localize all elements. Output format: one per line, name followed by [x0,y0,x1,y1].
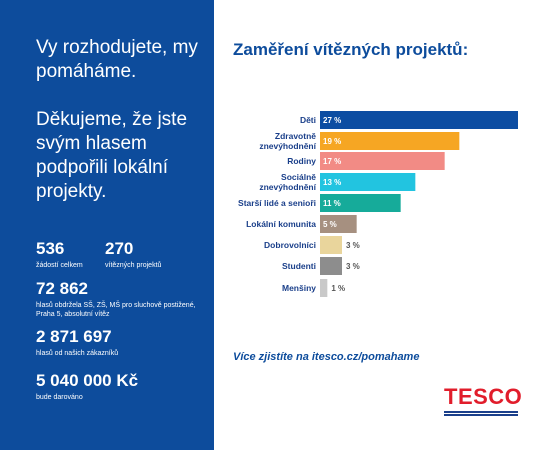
value-label: 13 % [323,178,341,187]
category-label: Zdravotně znevýhodnění [259,131,316,151]
category-label: Děti [299,115,316,125]
value-label: 3 % [346,262,360,271]
value-label: 19 % [323,137,341,146]
logo-stripe [444,411,518,413]
logo: TESCO [444,384,523,416]
category-label: Rodiny [287,156,316,166]
value-label: 5 % [323,220,337,229]
stat-number: 2 871 697 [36,327,112,346]
stat-caption: hlasů obdržela SŠ, ZŠ, MŠ pro sluchově p… [36,302,196,318]
logo-text: TESCO [444,384,523,409]
chart-title: Zaměření vítězných projektů: [233,40,469,59]
value-label: 17 % [323,157,341,166]
value-label: 1 % [331,284,345,293]
stat-caption: žádostí celkem [36,262,83,269]
bar [320,194,401,212]
bar [320,279,328,297]
stat-number: 72 862 [36,279,88,298]
thanks: Děkujeme, že jste svým hlasem podpořili … [36,109,188,202]
logo-stripe [444,414,518,416]
left-panel: Vy rozhodujete, my pomáháme. Děkujeme, ž… [0,0,214,450]
stat-caption: hlasů od našich zákazníků [36,350,119,357]
category-label: Starší lidé a senioři [238,198,316,208]
category-label: Lokální komunita [246,219,316,229]
stat-caption: bude darováno [36,394,83,401]
category-label: Dobrovolníci [264,240,316,250]
category-label: Studenti [282,261,316,271]
bar [320,236,342,254]
stat-number: 5 040 000 Kč [36,371,139,390]
category-label: Menšiny [281,283,316,293]
stat-caption: vítězných projektů [105,262,162,269]
value-label: 11 % [323,199,341,208]
value-label: 27 % [323,116,341,125]
value-label: 3 % [346,241,360,250]
bar [320,111,518,129]
bar [320,132,460,150]
stat-number: 536 [36,239,65,258]
bar [320,215,357,233]
stat-number: 270 [105,239,134,258]
bar [320,152,445,170]
headline: Vy rozhodujete, my pomáháme. [36,37,198,82]
link[interactable]: Více zjistíte na itesco.cz/pomahame [233,351,420,363]
bar [320,257,342,275]
bar [320,173,416,191]
category-label: Sociálně znevýhodnění [259,172,316,192]
